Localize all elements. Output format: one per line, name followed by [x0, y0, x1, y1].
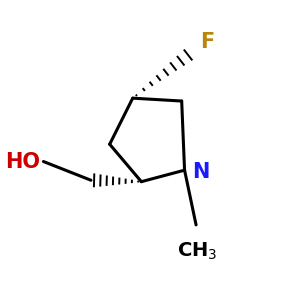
Text: F: F [200, 32, 215, 52]
Text: CH$_3$: CH$_3$ [177, 241, 218, 262]
Text: HO: HO [5, 152, 40, 172]
Text: N: N [193, 162, 210, 182]
